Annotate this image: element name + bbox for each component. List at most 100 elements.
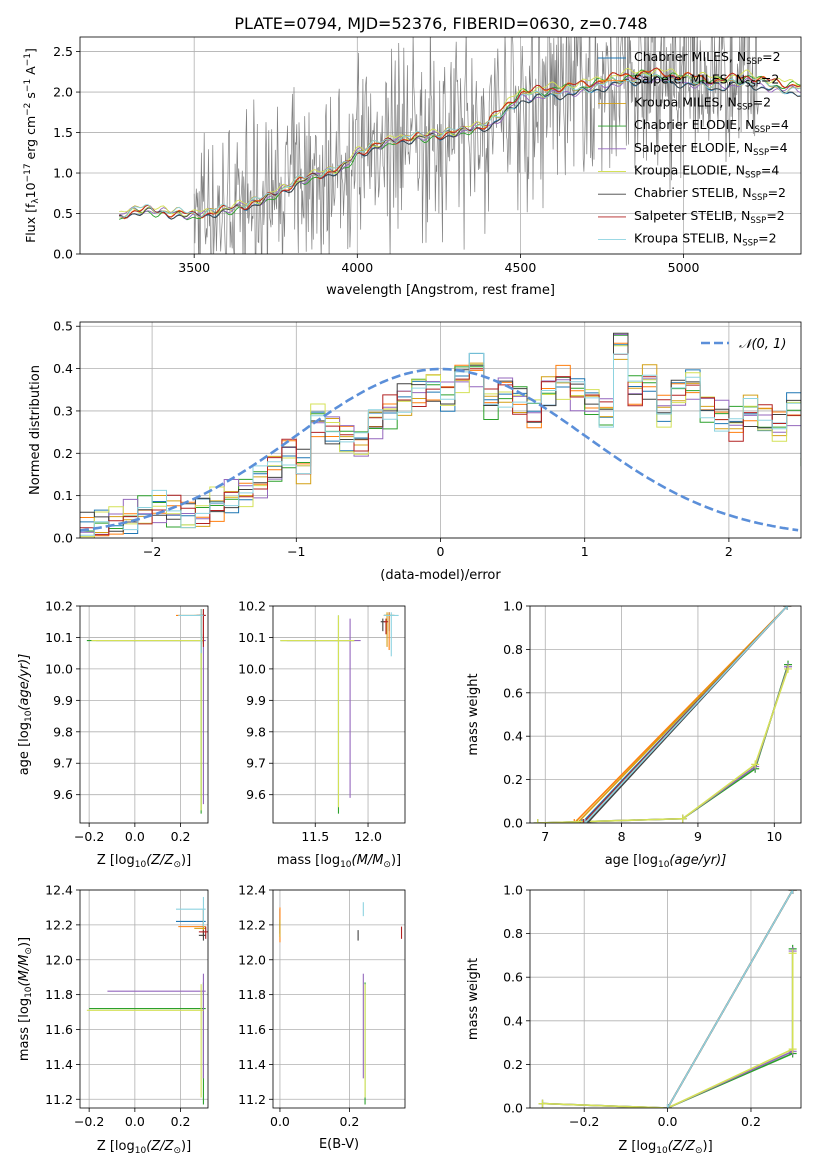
errorbar-kroupa-elodie <box>91 634 204 811</box>
legend-label: Chabrier MILES, NSSP=2 <box>634 49 781 67</box>
y-tick-label: 10.2 <box>45 599 73 614</box>
y-tick-label: 0.3 <box>53 403 73 418</box>
y-tick-label: 11.2 <box>45 1092 73 1107</box>
z-age-axes: −0.2 0.0 0.2 9.6 9.7 9.8 9.9 10.0 10.1 10.2 Z [log… <box>17 599 209 870</box>
x-tick-label: −0.2 <box>569 1114 599 1129</box>
weight-marker <box>577 819 586 823</box>
z-age-x-label: Z [log10(Z/Z⊙)] <box>97 853 191 870</box>
y-tick-label: 11.4 <box>238 1057 266 1072</box>
weight-line <box>666 890 794 1108</box>
y-tick-label: 11.8 <box>238 987 266 1002</box>
weight-marker <box>788 890 797 894</box>
residuals-plot-area <box>80 332 801 538</box>
errorbar-salpeter-stelib <box>383 618 389 635</box>
legend-label: Kroupa ELODIE, NSSP=4 <box>634 163 779 181</box>
residuals-y-label: Normed distribution <box>28 365 43 495</box>
y-tick-label: 9.9 <box>246 693 266 708</box>
weight-marker <box>538 1099 547 1108</box>
errorbar-kroupa-stelib <box>176 896 206 927</box>
legend-label: Salpeter MILES, NSSP=2 <box>634 72 779 90</box>
weight-marker <box>579 819 588 823</box>
x-tick-label: 3500 <box>178 260 210 275</box>
ebv-mass-plot-area <box>279 902 403 1105</box>
axes-frame <box>79 36 802 255</box>
residuals-axes: −2 −1 0 1 2 0.0 0.1 0.2 0.3 0.4 0.5 (data-model)/er… <box>28 319 802 583</box>
z-age-plot-area <box>86 609 206 814</box>
y-tick-label: 12.4 <box>45 883 73 898</box>
y-tick-label: 1.0 <box>503 883 523 898</box>
mass-age-x-label: mass [log10(M/M⊙)] <box>277 853 401 870</box>
y-tick-label: 11.2 <box>238 1092 266 1107</box>
errorbar-salpeter-stelib <box>198 926 208 939</box>
mass-age-axes: 11.5 12.0 9.6 9.7 9.8 9.9 10.0 10.1 10.2 mass [lo… <box>238 599 406 870</box>
spectrum-plot-area <box>118 37 801 254</box>
z-weight-x-label: Z [log10(Z/Z⊙)] <box>618 1139 712 1156</box>
y-tick-label: 0.1 <box>53 488 73 503</box>
y-tick-label: 0.0 <box>503 1101 523 1116</box>
x-tick-label: 1 <box>581 544 589 559</box>
y-tick-label: 9.7 <box>53 756 73 771</box>
legend-entry: Kroupa MILES, NSSP=2 <box>598 94 771 112</box>
y-tick-label: 9.7 <box>246 756 266 771</box>
x-tick-label: 0.2 <box>741 1114 761 1129</box>
weight-marker <box>580 819 589 823</box>
x-tick-label: 2 <box>725 544 733 559</box>
x-tick-label: −1 <box>287 544 305 559</box>
x-tick-label: 0.0 <box>270 1114 290 1129</box>
x-tick-label: 11.5 <box>301 829 329 844</box>
x-tick-label: 0.2 <box>171 1114 191 1129</box>
x-tick-label: 0 <box>437 544 445 559</box>
z-mass-axes: −0.2 0.0 0.2 11.2 11.4 11.6 11.8 12.0 12.2 12.4 Z … <box>17 883 209 1156</box>
x-tick-label: 0.0 <box>658 1114 678 1129</box>
y-tick-label: 9.8 <box>246 724 266 739</box>
y-tick-label: 12.4 <box>238 883 266 898</box>
y-tick-label: 12.0 <box>238 952 266 967</box>
age-weight-plot-area <box>533 606 793 823</box>
errorbar-kroupa-stelib <box>383 612 399 657</box>
y-tick-label: 11.6 <box>238 1022 266 1037</box>
age-weight-x-label: age [log10(age/yr)] <box>605 853 727 870</box>
errorbar-kroupa-elodie <box>86 984 204 1098</box>
y-tick-label: 9.8 <box>53 724 73 739</box>
y-tick-label: 11.6 <box>45 1022 73 1037</box>
y-tick-label: 0.4 <box>503 729 523 744</box>
age-weight-y-label: mass weight <box>466 673 481 755</box>
x-tick-label: 5000 <box>668 260 700 275</box>
observed-spectrum-line <box>193 37 759 254</box>
y-tick-label: 2.5 <box>53 44 73 59</box>
legend-entry: Salpeter ELODIE, NSSP=4 <box>598 140 788 158</box>
x-tick-label: −0.2 <box>74 1114 104 1129</box>
y-tick-label: 9.6 <box>246 787 266 802</box>
legend-label: Chabrier STELIB, NSSP=2 <box>634 185 786 203</box>
spectrum-axes: 3500 4000 4500 5000 0.0 0.5 1.0 1.5 2.0 2.5 wavele… <box>23 36 802 298</box>
y-tick-label: 0.5 <box>53 319 73 334</box>
y-tick-label: 10.1 <box>238 630 266 645</box>
residuals-x-label: (data-model)/error <box>380 568 501 583</box>
x-tick-label: 7 <box>541 829 549 844</box>
weight-line <box>537 668 789 823</box>
y-tick-label: 12.0 <box>45 952 73 967</box>
x-tick-label: −0.2 <box>74 829 104 844</box>
y-tick-label: 9.9 <box>53 693 73 708</box>
x-tick-label: 4500 <box>505 260 537 275</box>
legend-entry: Kroupa ELODIE, NSSP=4 <box>598 163 779 181</box>
weight-marker <box>663 1104 672 1108</box>
errorbar-kroupa-elodie <box>280 615 355 808</box>
weight-marker <box>533 819 542 823</box>
x-tick-label: 0.0 <box>125 829 145 844</box>
y-tick-label: 11.8 <box>45 987 73 1002</box>
legend-entry: Salpeter STELIB, NSSP=2 <box>598 208 785 226</box>
legend-label: Kroupa MILES, NSSP=2 <box>634 94 771 112</box>
legend-label: 𝒩(0, 1) <box>739 337 786 352</box>
legend-entry: Chabrier MILES, NSSP=2 <box>598 49 781 67</box>
weight-marker <box>788 949 797 958</box>
z-weight-y-label: mass weight <box>466 958 481 1040</box>
model-spectrum-kroupa-stelib <box>119 73 801 218</box>
weight-series-kroupa-stelib <box>663 890 797 1108</box>
weight-marker <box>784 664 793 673</box>
y-tick-label: 10.0 <box>45 661 73 676</box>
y-tick-label: 0.2 <box>53 446 73 461</box>
ebv-mass-x-label: E(B-V) <box>319 1137 359 1152</box>
y-tick-label: 1.5 <box>53 125 73 140</box>
weight-marker <box>678 814 687 823</box>
